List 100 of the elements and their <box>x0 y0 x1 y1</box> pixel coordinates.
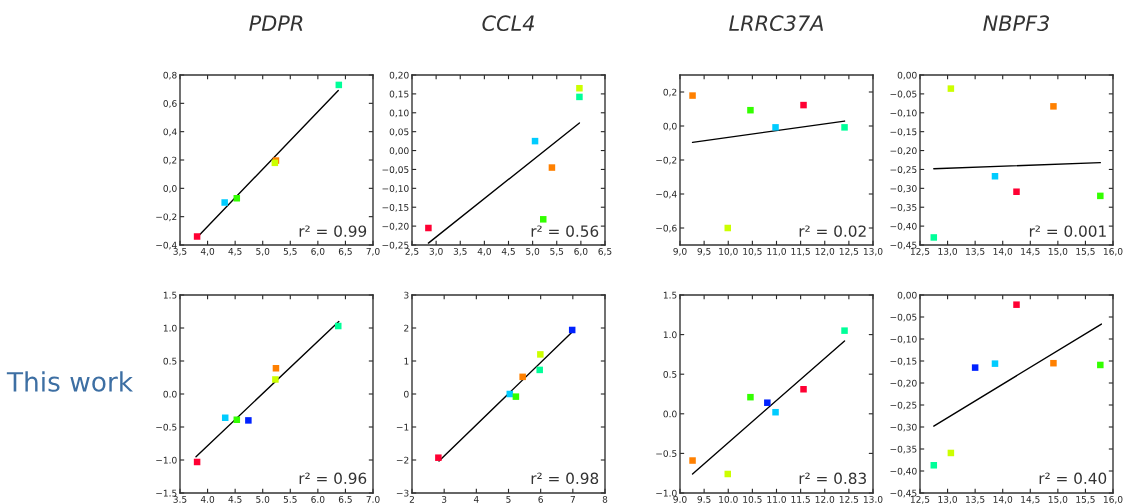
y-tick-label: −3 <box>396 489 409 497</box>
annotation: r² = 0.83 <box>799 472 866 485</box>
point <box>747 106 754 114</box>
y-tick-label: −0,30 <box>890 185 917 193</box>
y-tick-label: −0,05 <box>890 90 917 99</box>
x-tick-label: 12,0 <box>815 247 835 256</box>
x-tick-label: 13.0 <box>863 495 883 503</box>
annotation: r² = 0.56 <box>531 225 599 237</box>
y-tick-label: −0,15 <box>890 128 917 137</box>
x-tick-label: 12.5 <box>839 495 859 503</box>
y-tick-label: 1.5 <box>163 291 177 299</box>
x-tick-label: 9,5 <box>697 247 711 256</box>
point <box>548 164 556 171</box>
y-tick-label: −0,05 <box>890 313 917 322</box>
x-tick-label: 14,5 <box>1021 248 1040 256</box>
x-tick-label: 6,0 <box>574 247 588 256</box>
annotation: r² = 0.96 <box>299 472 367 485</box>
x-tick-label: 5.5 <box>283 496 297 503</box>
point <box>1050 103 1057 110</box>
x-tick-label: 11.5 <box>791 496 810 503</box>
x-tick-label: 12,5 <box>910 495 930 504</box>
x-tick-label: 3,5 <box>173 247 187 256</box>
x-tick-label: 7 <box>570 496 575 503</box>
annotation: r² = 0.02 <box>799 225 866 237</box>
y-tick-label: −0,4 <box>156 241 177 250</box>
point <box>193 233 201 240</box>
y-tick-label: −0,45 <box>890 489 917 498</box>
point <box>689 92 696 99</box>
x-tick-label: 10.5 <box>743 495 762 503</box>
x-tick-label: 4,5 <box>228 248 242 256</box>
x-tick-label: 13,0 <box>938 495 958 504</box>
y-tick-label: −0,15 <box>890 357 917 366</box>
x-tick-label: 6.5 <box>338 495 352 503</box>
x-tick-label: 11.0 <box>767 495 786 503</box>
y-tick-label: 0 <box>404 390 409 398</box>
point <box>800 385 807 393</box>
x-tick-label: 5.0 <box>256 495 270 503</box>
y-tick-label: −1.0 <box>156 456 177 464</box>
y-tick-label: −0,05 <box>382 166 409 174</box>
x-tick-label: 15,5 <box>1076 248 1095 256</box>
y-tick-label: 0,2 <box>163 156 177 165</box>
point <box>689 457 696 464</box>
x-tick-label: 13,0 <box>863 247 883 256</box>
y-tick-label: 1.0 <box>163 324 177 332</box>
x-tick-label: 10,5 <box>743 247 762 256</box>
point <box>930 234 938 241</box>
point <box>512 393 520 400</box>
x-tick-label: 5,5 <box>550 248 564 256</box>
point <box>576 93 583 101</box>
y-tick-label: 0,8 <box>163 71 177 80</box>
point <box>841 327 848 334</box>
x-tick-label: 14,0 <box>993 495 1013 504</box>
y-tick-label: 0,15 <box>389 90 409 99</box>
y-tick-label: 0.0 <box>663 410 677 418</box>
y-tick-label: 0,2 <box>663 88 677 97</box>
y-tick-label: −0,30 <box>890 423 917 432</box>
x-tick-label: 3.5 <box>173 495 187 503</box>
y-tick-label: 0,6 <box>163 100 177 108</box>
y-tick-label: −0,25 <box>382 241 409 250</box>
y-tick-label: 3 <box>404 291 409 299</box>
x-tick-label: 9.5 <box>697 495 711 503</box>
point <box>841 124 848 131</box>
y-tick-label: 1.0 <box>663 331 677 339</box>
x-tick-label: 8 <box>602 495 608 503</box>
x-tick-label: 2 <box>409 495 414 503</box>
y-tick-label: 0,05 <box>389 128 409 137</box>
point <box>1097 361 1104 369</box>
x-tick-label: 16,0 <box>1103 495 1123 504</box>
y-tick-label: 0,20 <box>389 71 409 80</box>
x-tick-label: 3,5 <box>453 247 467 256</box>
y-tick-label: 0.5 <box>163 357 177 365</box>
x-tick-label: 2,5 <box>405 247 419 256</box>
point <box>747 393 754 401</box>
point <box>536 366 543 374</box>
point <box>772 124 779 131</box>
y-tick-label: −0.5 <box>156 423 177 431</box>
y-tick-label: 2 <box>404 324 409 332</box>
x-tick-label: 13,5 <box>966 247 985 256</box>
y-tick-label: −1.5 <box>156 489 177 497</box>
y-tick-label: −1 <box>396 423 409 431</box>
y-tick-label: 1.5 <box>663 291 677 299</box>
point <box>1013 188 1020 195</box>
x-tick-label: 5,5 <box>283 248 297 256</box>
x-tick-label: 6,5 <box>598 247 612 256</box>
point <box>519 373 526 381</box>
point <box>435 454 442 461</box>
x-tick-label: 13,5 <box>966 495 985 504</box>
point <box>233 416 241 423</box>
y-tick-label: −0.5 <box>656 450 677 457</box>
y-tick-label: −0,10 <box>382 185 409 193</box>
y-tick-label: −0,15 <box>382 203 409 212</box>
x-tick-label: 12,5 <box>839 247 859 256</box>
x-tick-label: 9.0 <box>673 495 687 503</box>
y-tick-label: 0,00 <box>389 147 409 156</box>
y-tick-label: 0,00 <box>897 291 917 300</box>
point <box>335 322 342 330</box>
point <box>1013 301 1020 308</box>
x-tick-label: 9,0 <box>673 247 687 256</box>
x-tick-label: 6 <box>538 495 543 503</box>
x-tick-label: 5,0 <box>256 247 270 256</box>
